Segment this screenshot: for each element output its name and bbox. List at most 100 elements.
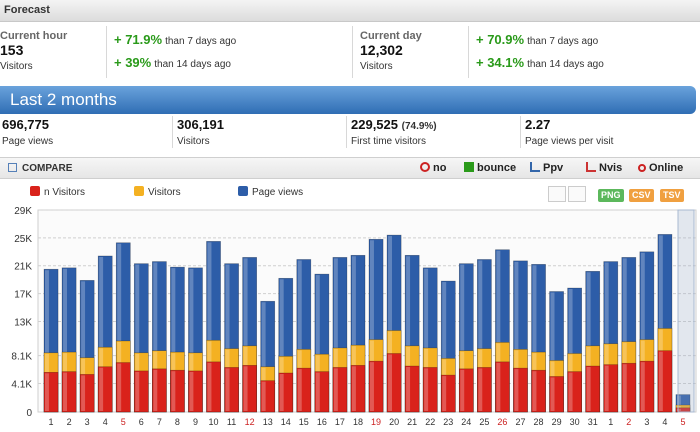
x-tick-label: 15 — [299, 417, 309, 427]
range-handle — [677, 209, 695, 413]
bar-shine — [135, 371, 140, 411]
x-tick-label: 4 — [662, 417, 667, 427]
cmp-text: than 7 days ago — [165, 36, 237, 47]
bar-n-visitors — [458, 368, 474, 413]
legend-visitors[interactable]: Visitors — [134, 186, 181, 198]
legend-label: Page views — [252, 187, 304, 198]
x-tick-label: 1 — [608, 417, 613, 427]
current-day-unit: Visitors — [360, 61, 393, 72]
bar-shine — [279, 279, 284, 411]
bar-shine — [406, 256, 411, 411]
bar-shine — [261, 381, 266, 411]
bar-shine — [351, 256, 356, 411]
cmp-pct: + 39% — [114, 55, 152, 70]
bar-shine — [604, 365, 609, 411]
bar-shine — [550, 377, 555, 411]
button-label: Nvis — [599, 162, 623, 174]
button-label: Ppv — [543, 162, 564, 174]
x-tick-label: 12 — [245, 417, 255, 427]
bar-shine — [370, 362, 374, 411]
summary-number: 2.27 — [525, 117, 551, 132]
legend-page-views[interactable]: Page views — [238, 186, 303, 198]
bar-shine — [568, 289, 573, 411]
bar-n-visitors — [657, 350, 673, 413]
broadcast-icon — [638, 164, 646, 172]
bar-shine — [622, 258, 627, 411]
bar-n-visitors — [242, 365, 257, 413]
button-label: Online — [649, 162, 684, 174]
bar-n-visitors — [206, 361, 221, 413]
export-csv-button[interactable]: CSV — [629, 189, 654, 202]
compare-no-button[interactable]: no — [420, 162, 446, 174]
bar-shine — [81, 375, 86, 411]
compare-ppv-button[interactable]: Ppv — [530, 162, 563, 174]
export-png-button[interactable]: PNG — [598, 189, 624, 202]
bar-shine — [370, 240, 374, 411]
cmp-pct: + 34.1% — [476, 55, 525, 70]
chart-small-icon — [586, 162, 596, 172]
bar-shine — [496, 250, 501, 411]
bar-n-visitors — [332, 367, 348, 413]
bar-n-visitors — [495, 361, 510, 413]
bar-shine — [99, 367, 104, 411]
summary-value-pageviews: 696,775 — [2, 117, 49, 132]
bar-shine — [297, 260, 302, 411]
x-tick-label: 2 — [626, 417, 631, 427]
bar-shine — [207, 362, 212, 411]
bar-shine — [676, 395, 681, 411]
forecast-header: Forecast — [0, 0, 700, 22]
bar-n-visitors — [404, 365, 420, 413]
compare-toggle[interactable]: COMPARE — [8, 163, 72, 174]
divider — [172, 116, 173, 148]
bar-shine — [622, 364, 627, 411]
cmp-pct: + 70.9% — [476, 32, 525, 47]
bar-shine — [586, 272, 591, 411]
bar-shine — [658, 235, 663, 411]
y-tick-label: 29K — [14, 206, 32, 217]
area-chart-icon[interactable] — [568, 186, 586, 202]
bar-shine — [81, 281, 86, 411]
bar-chart-icon[interactable] — [548, 186, 566, 202]
bar-n-visitors — [314, 371, 330, 413]
divider — [346, 116, 347, 148]
bar-n-visitors — [621, 362, 637, 413]
bar-shine — [225, 264, 230, 411]
export-tsv-button[interactable]: TSV — [660, 189, 684, 202]
bar-n-visitors — [603, 364, 619, 413]
x-tick-label: 20 — [389, 417, 399, 427]
x-tick-label: 5 — [680, 417, 685, 427]
bar-n-visitors — [115, 362, 131, 413]
x-tick-label: 7 — [157, 417, 162, 427]
current-day-label: Current day — [360, 30, 422, 42]
y-tick-label: 4.1K — [11, 379, 32, 390]
bar-n-visitors — [43, 371, 59, 413]
x-tick-label: 6 — [139, 417, 144, 427]
bar-shine — [153, 369, 158, 411]
summary-label-visitors: Visitors — [177, 136, 210, 147]
bar-shine — [442, 282, 447, 411]
legend-n-visitors[interactable]: n Visitors — [30, 186, 85, 198]
divider — [352, 26, 353, 78]
bar-n-visitors — [260, 380, 276, 413]
legend-label: n Visitors — [44, 187, 85, 198]
bar-shine — [351, 366, 356, 411]
bar-shine — [550, 292, 555, 411]
compare-nvis-button[interactable]: Nvis — [586, 162, 622, 174]
compare-online-button[interactable]: Online — [638, 162, 683, 174]
bar-n-visitors — [350, 365, 366, 413]
divider — [520, 116, 521, 148]
y-tick-label: 0 — [26, 408, 32, 419]
x-tick-label: 3 — [644, 417, 649, 427]
compare-bounce-button[interactable]: bounce — [464, 162, 516, 174]
y-tick-label: 13K — [14, 317, 32, 328]
x-tick-label: 23 — [443, 417, 453, 427]
bar-shine — [442, 376, 447, 411]
x-tick-label: 30 — [570, 417, 580, 427]
x-tick-label: 17 — [335, 417, 345, 427]
bar-shine — [189, 268, 194, 411]
x-tick-label: 25 — [479, 417, 489, 427]
bar-n-visitors — [422, 367, 438, 413]
bar-shine — [640, 362, 645, 411]
summary-label-pageviews: Page views — [2, 136, 54, 147]
bar-n-visitors — [440, 374, 456, 413]
